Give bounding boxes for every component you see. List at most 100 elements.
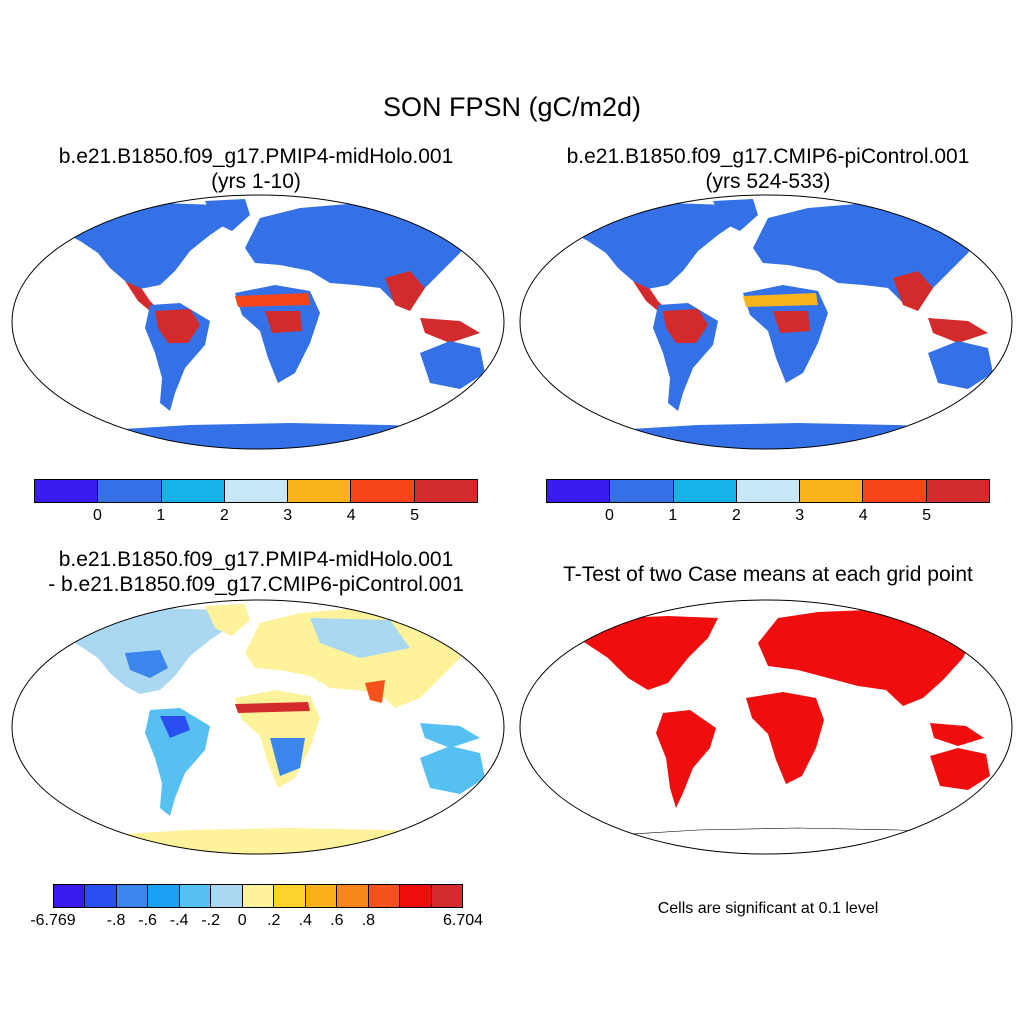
eurasia — [245, 608, 480, 708]
colorbar-box — [610, 480, 674, 502]
panel-1-title-line1: b.e21.B1850.f09_g17.PMIP4-midHolo.001 — [58, 145, 454, 168]
map-border-1 — [11, 194, 505, 450]
australia — [420, 746, 485, 794]
colorbar-box — [98, 480, 162, 502]
africa-sig — [746, 692, 824, 784]
africa — [743, 285, 828, 383]
australia — [928, 341, 993, 389]
map-panel-1 — [11, 194, 505, 450]
colorbar-box — [179, 885, 212, 907]
colorbar-box — [224, 480, 289, 502]
north-america — [563, 203, 743, 289]
amazon — [160, 716, 190, 738]
panel-3-title-line2: - b.e21.B1850.f09_g17.CMIP6-piControl.00… — [48, 573, 464, 596]
map-border-3 — [11, 599, 505, 855]
colorbar-box — [400, 885, 432, 907]
land-fields-3 — [12, 604, 504, 854]
antarctica — [12, 423, 504, 449]
colorbar-box — [242, 885, 275, 907]
eurasia — [245, 203, 480, 303]
map-panel-3 — [11, 599, 505, 855]
colorbar-box — [211, 885, 243, 907]
indonesia — [420, 723, 480, 748]
eurasia-sig — [758, 610, 978, 706]
colorbar-box — [85, 885, 117, 907]
africa — [235, 285, 320, 383]
colorbar-tick-label: .2 — [267, 912, 281, 929]
south-africa — [270, 738, 305, 776]
panel-4-title-line1: T-Test of two Case means at each grid po… — [563, 563, 973, 586]
map-border-2 — [519, 194, 1013, 450]
colorbar-tick-label: 2 — [731, 507, 741, 524]
colorbar-tick-label: 4 — [858, 507, 868, 524]
significance-fields — [520, 610, 1012, 844]
colorbar-box — [673, 480, 737, 502]
colorbar-panel-2 — [546, 479, 990, 503]
colorbar-box — [54, 885, 86, 907]
panel-2-title-line2: (yrs 524-533) — [705, 170, 831, 193]
indonesia — [420, 318, 480, 343]
significance-note: Cells are significant at 0.1 level — [657, 900, 879, 917]
colorbar-tick-label: -.2 — [201, 912, 221, 929]
land-fields-1 — [12, 199, 504, 449]
colorbar-box — [547, 480, 611, 502]
greenland — [205, 199, 250, 231]
se-asia — [893, 271, 933, 311]
siberia — [310, 618, 410, 658]
sahel — [235, 293, 310, 307]
south-america-sig — [656, 710, 716, 808]
colorbar-box — [800, 480, 864, 502]
colorbar-box — [288, 480, 352, 502]
colorbar-tick-label: 6.704 — [442, 912, 484, 929]
panel-4-title: T-Test of two Case means at each grid po… — [512, 562, 1024, 587]
colorbar-tick-label: .4 — [298, 912, 312, 929]
colorbar-tick-label: -6.769 — [30, 912, 76, 929]
colorbar-box — [161, 480, 225, 502]
central-africa — [773, 311, 810, 333]
north-america — [55, 203, 235, 289]
amazon — [155, 309, 200, 343]
indonesia — [928, 318, 988, 343]
antarctica — [12, 828, 504, 854]
colorbar-box — [414, 480, 477, 502]
map-border-4 — [519, 599, 1013, 855]
central-africa — [265, 311, 302, 333]
greenland — [713, 199, 758, 231]
colorbar-box — [736, 480, 801, 502]
central-america — [125, 281, 158, 311]
colorbar-tick-label: 5 — [922, 507, 932, 524]
colorbar-tick-label: -.8 — [106, 912, 126, 929]
central-america — [633, 281, 666, 311]
north-america-sig — [578, 616, 718, 690]
land-fields-2 — [520, 199, 1012, 449]
panel-3-title: b.e21.B1850.f09_g17.PMIP4-midHolo.001 - … — [0, 547, 512, 597]
panel-1-title-line2: (yrs 1-10) — [211, 170, 301, 193]
main-title: SON FPSN (gC/m2d) — [382, 92, 642, 122]
amazon — [663, 309, 708, 343]
us-east — [125, 650, 168, 678]
panel-2-title-line1: b.e21.B1850.f09_g17.CMIP6-piControl.001 — [566, 145, 970, 168]
colorbar-tick-label: -.4 — [169, 912, 189, 929]
colorbar-tick-label: .8 — [361, 912, 376, 929]
colorbar-box — [337, 885, 369, 907]
colorbar-tick-label: 3 — [795, 507, 805, 524]
sahel — [235, 702, 310, 713]
panel-3-title-line1: b.e21.B1850.f09_g17.PMIP4-midHolo.001 — [58, 548, 454, 571]
colorbar-difference — [53, 884, 463, 908]
colorbar-tick-label: -.6 — [138, 912, 157, 929]
colorbar-tick-label: 1 — [156, 507, 166, 524]
colorbar-box — [368, 885, 401, 907]
antarctica-outline — [520, 827, 1012, 844]
colorbar-box — [351, 480, 415, 502]
colorbar-tick-label: 0 — [92, 507, 102, 524]
colorbar-tick-label: .6 — [330, 912, 344, 929]
australia-sig — [930, 748, 990, 790]
se-asia — [385, 271, 425, 311]
map-panel-2 — [519, 194, 1013, 450]
colorbar-box — [926, 480, 989, 502]
colorbar-tick-label: 0 — [604, 507, 614, 524]
colorbar-box — [116, 885, 149, 907]
india — [365, 680, 385, 703]
colorbar-box — [274, 885, 306, 907]
colorbar-box — [305, 885, 338, 907]
